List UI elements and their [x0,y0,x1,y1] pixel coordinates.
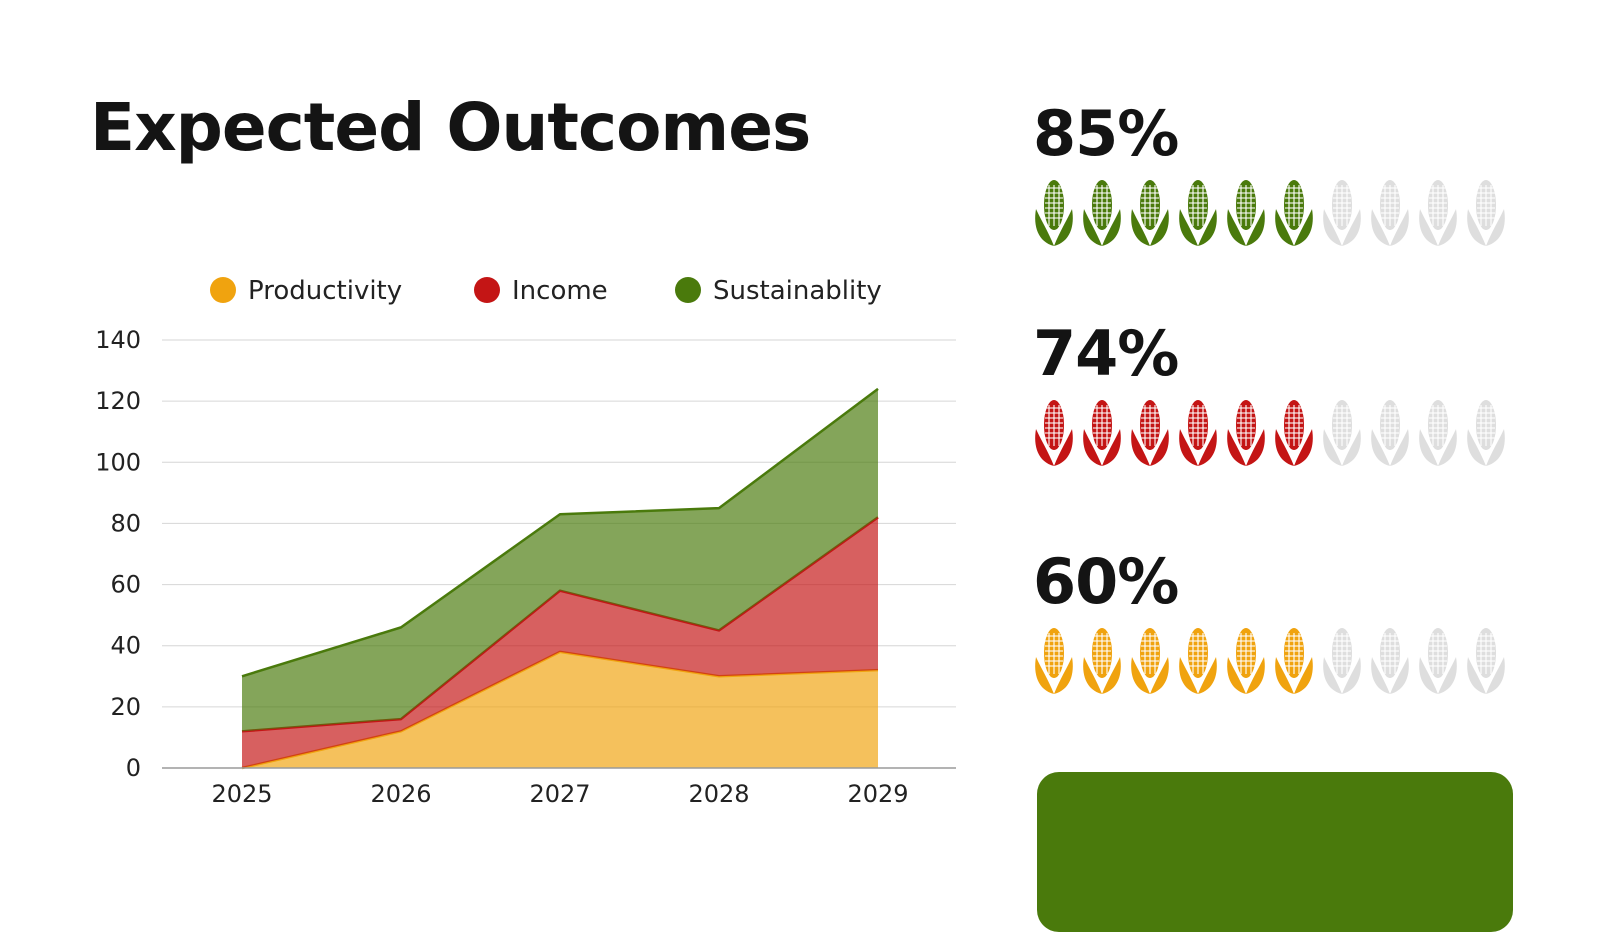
corn-icon [1081,624,1123,696]
corn-icon [1177,396,1219,468]
metric-value: 85% [1033,97,1179,170]
metric-value: 60% [1033,545,1179,618]
chart-legend: Productivity Income Sustainablity [210,276,882,306]
area-sustainablity [242,388,878,732]
corn-icon [1417,624,1459,696]
legend-label-productivity: Productivity [248,276,402,306]
y-tick-label: 100 [95,448,141,476]
corn-icon [1465,624,1507,696]
corn-icon [1417,176,1459,248]
y-tick-label: 60 [110,571,141,599]
x-tick-label: 2028 [688,780,749,808]
corn-icon [1465,176,1507,248]
corn-icon [1273,176,1315,248]
corn-icon [1033,176,1075,248]
corn-icon [1129,396,1171,468]
corn-icon [1273,396,1315,468]
x-tick-label: 2027 [529,780,590,808]
corn-icon [1321,176,1363,248]
metric-block: 85% [1033,98,1513,248]
corn-icon [1369,176,1411,248]
corn-icon [1177,176,1219,248]
y-tick-label: 0 [126,754,141,782]
corn-icon [1129,176,1171,248]
metric-value: 74% [1033,317,1179,390]
x-tick-label: 2029 [847,780,908,808]
corn-icon [1033,396,1075,468]
corn-icon [1465,396,1507,468]
corn-icon [1081,176,1123,248]
corn-icon [1129,624,1171,696]
y-tick-label: 120 [95,387,141,415]
area-income [242,517,878,768]
corn-icon [1033,624,1075,696]
bottom-green-panel [1037,772,1513,932]
icon-row [1033,176,1513,248]
legend-marker-sustainablity [675,277,701,303]
page-title: Expected Outcomes [90,89,811,166]
chart-areas [241,387,879,770]
corn-icon [1225,176,1267,248]
y-tick-label: 40 [110,632,141,660]
icon-row [1033,396,1513,468]
y-tick-label: 80 [110,509,141,537]
area-productivity [242,651,878,768]
legend-label-income: Income [512,276,608,306]
x-tick-label: 2025 [211,780,272,808]
corn-icon [1369,624,1411,696]
legend-label-sustainablity: Sustainablity [713,276,882,306]
x-tick-label: 2026 [370,780,431,808]
corn-icon [1321,624,1363,696]
icon-row [1033,624,1513,696]
corn-icon [1225,624,1267,696]
metric-block: 60% [1033,546,1513,696]
corn-icon [1321,396,1363,468]
legend-marker-income [474,277,500,303]
series-line-sustainablity [241,387,879,678]
corn-icon [1417,396,1459,468]
y-tick-label: 20 [110,693,141,721]
corn-icon [1081,396,1123,468]
corn-icon [1177,624,1219,696]
chart-axes: 0 20 40 60 80 100 120 140 2025 2026 2027 2028 2029 [95,326,956,808]
y-tick-label: 140 [95,326,141,354]
corn-icon [1369,396,1411,468]
corn-icon [1273,624,1315,696]
stacked-area-chart: 0 20 40 60 80 100 120 140 2025 2026 2027 2028 2029 P… [95,276,956,808]
metric-block: 74% [1033,318,1513,468]
legend-marker-productivity [210,277,236,303]
series-line-income [241,516,879,733]
corn-icon [1225,396,1267,468]
